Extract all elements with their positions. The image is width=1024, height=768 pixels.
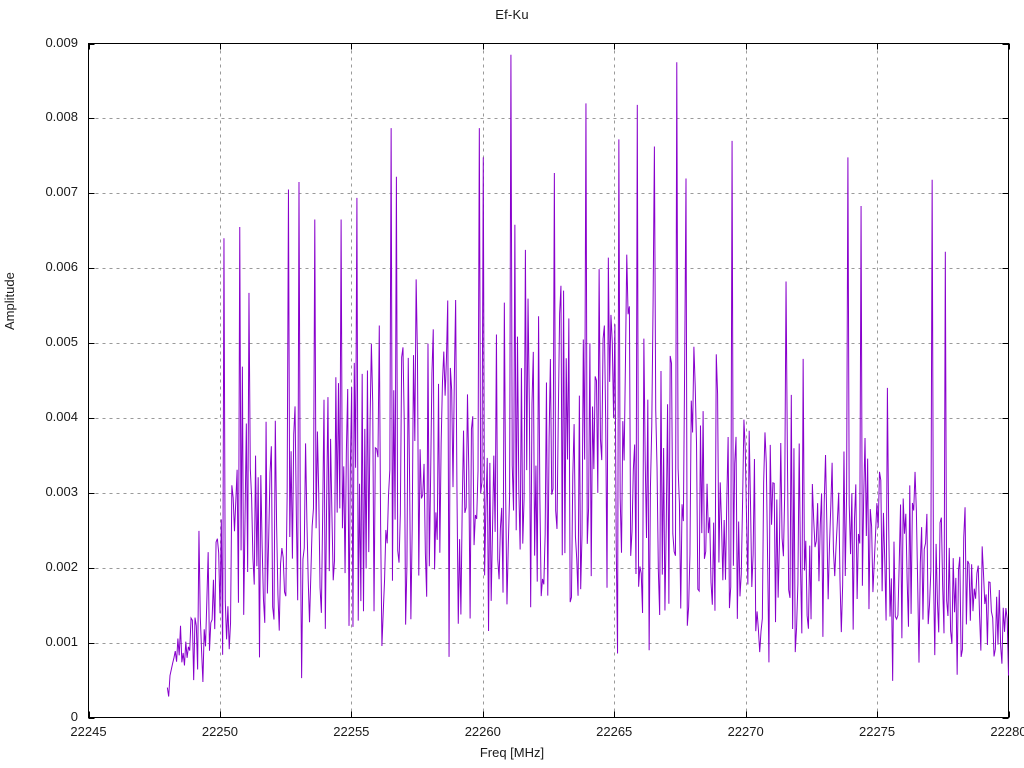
data-series-ef-ku [166, 54, 1009, 697]
x-tick-label: 22245 [70, 723, 107, 739]
x-tick-label: 22280 [990, 723, 1024, 739]
axis-ticks [88, 43, 1010, 719]
y-tick-label: 0 [70, 708, 78, 724]
x-tick-label: 22250 [201, 723, 238, 739]
y-tick-label: 0.001 [45, 633, 78, 649]
chart-title: Ef-Ku [495, 7, 529, 22]
y-tick-label: 0.002 [45, 558, 78, 574]
x-tick-label: 22260 [464, 723, 501, 739]
y-tick-label: 0.004 [45, 408, 78, 424]
y-tick-label: 0.007 [45, 184, 78, 200]
y-tick-label: 0.009 [45, 34, 78, 50]
grid-lines [88, 43, 1009, 718]
y-tick-label: 0.008 [45, 109, 78, 125]
y-tick-label: 0.003 [45, 483, 78, 499]
x-tick-label: 22275 [858, 723, 896, 739]
x-tick-label: 22265 [596, 723, 633, 739]
y-tick-label: 0.005 [45, 334, 78, 350]
y-tick-label: 0.006 [45, 259, 78, 275]
x-axis-title: Freq [MHz] [479, 745, 545, 760]
x-tick-label: 22255 [333, 723, 370, 739]
x-tick-label: 22270 [727, 723, 764, 739]
plot-border [88, 43, 1009, 718]
